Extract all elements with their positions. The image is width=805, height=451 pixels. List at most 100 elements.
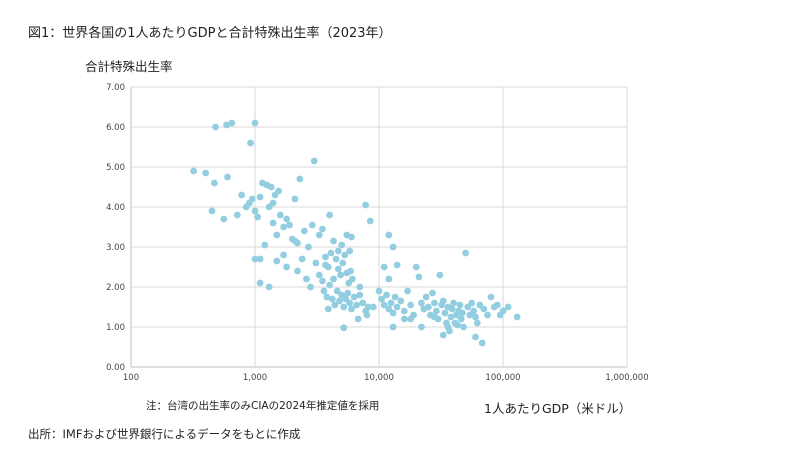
data-point: [378, 295, 386, 303]
data-point: [251, 255, 259, 263]
data-point: [366, 217, 374, 225]
data-point: [380, 263, 388, 271]
data-point: [422, 293, 430, 301]
data-point: [332, 255, 340, 263]
data-point: [286, 221, 293, 229]
data-point: [339, 259, 347, 267]
data-point: [334, 247, 342, 255]
data-point: [348, 233, 355, 241]
data-point: [369, 303, 377, 311]
data-point: [294, 267, 301, 275]
data-point: [334, 265, 342, 273]
data-point: [310, 157, 318, 165]
data-point: [364, 303, 372, 311]
data-point: [298, 255, 306, 263]
data-point: [346, 247, 354, 255]
data-point: [431, 299, 438, 307]
x-tick-label: 10,000: [364, 373, 394, 383]
y-tick-label: 5.00: [106, 163, 125, 173]
data-point: [424, 303, 432, 311]
y-tick-label: 4.00: [106, 203, 125, 213]
data-point: [447, 313, 455, 321]
data-point: [220, 215, 228, 223]
data-point: [296, 175, 304, 183]
data-points: [190, 119, 521, 347]
data-point: [385, 275, 393, 283]
data-point: [432, 307, 440, 315]
data-point: [248, 195, 256, 203]
data-point: [256, 279, 264, 287]
x-tick-label: 100: [123, 373, 139, 383]
data-point: [333, 287, 341, 295]
data-point: [389, 243, 397, 251]
chart-title: 図1：世界各国の1人あたりGDPと合計特殊出生率（2023年）: [28, 26, 392, 41]
data-point: [319, 225, 326, 233]
data-point: [267, 183, 275, 191]
data-point: [328, 295, 336, 303]
data-point: [269, 219, 277, 227]
data-point: [385, 305, 393, 313]
data-point: [291, 195, 299, 203]
data-point: [256, 193, 264, 201]
data-point: [340, 324, 348, 332]
data-point: [326, 281, 334, 289]
data-point: [478, 339, 486, 347]
y-tick-label: 1.00: [106, 323, 125, 333]
data-point: [326, 211, 334, 219]
data-point: [251, 207, 259, 215]
data-point: [323, 293, 331, 301]
data-point: [331, 301, 339, 309]
data-point: [347, 267, 354, 275]
data-point: [415, 273, 423, 281]
data-point: [400, 307, 408, 315]
data-point: [303, 275, 310, 283]
data-point: [454, 321, 461, 329]
data-point: [254, 213, 262, 221]
data-point: [504, 303, 512, 311]
data-point: [436, 271, 444, 279]
data-point: [441, 309, 449, 317]
data-point: [337, 271, 344, 279]
data-point: [418, 323, 425, 331]
data-point: [327, 249, 335, 257]
chart-source: 出所：IMFおよび世界銀行によるデータをもとに作成: [28, 427, 301, 441]
data-point: [456, 301, 464, 309]
data-point: [418, 299, 425, 307]
y-axis-label: 合計特殊出生率: [85, 59, 173, 74]
data-point: [223, 121, 230, 129]
data-point: [348, 275, 356, 283]
data-point: [280, 251, 287, 259]
data-point: [320, 287, 328, 295]
data-point: [385, 231, 393, 239]
data-point: [208, 207, 216, 215]
data-point: [307, 283, 314, 291]
data-point: [276, 211, 284, 219]
data-point: [238, 191, 246, 199]
data-point: [330, 275, 337, 283]
data-point: [363, 311, 371, 319]
data-point: [400, 315, 408, 323]
data-point: [273, 231, 281, 239]
data-point: [448, 305, 456, 313]
data-point: [473, 319, 481, 327]
data-point: [300, 227, 308, 235]
data-point: [493, 301, 501, 309]
data-point: [439, 297, 447, 305]
data-point: [487, 293, 495, 301]
data-point: [472, 333, 479, 341]
x-tick-label: 1,000: [243, 373, 267, 383]
y-tick-label: 7.00: [106, 83, 125, 93]
data-point: [346, 299, 354, 307]
data-point: [450, 299, 458, 307]
data-point: [353, 301, 361, 309]
data-point: [340, 303, 348, 311]
data-point: [468, 299, 476, 307]
data-point: [294, 239, 301, 247]
data-point: [338, 241, 346, 249]
data-point: [308, 221, 316, 229]
data-point: [269, 199, 277, 207]
data-point: [273, 257, 281, 265]
data-point: [356, 283, 364, 291]
data-point: [362, 201, 370, 209]
